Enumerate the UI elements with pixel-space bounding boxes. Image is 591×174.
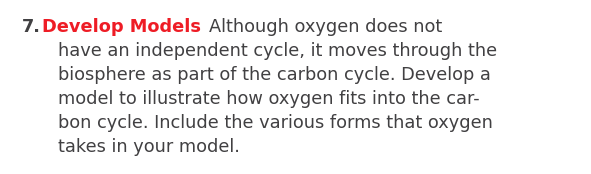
Text: Develop Models: Develop Models [42,18,201,36]
Text: biosphere as part of the carbon cycle. Develop a: biosphere as part of the carbon cycle. D… [58,66,491,84]
Text: model to illustrate how oxygen fits into the car-: model to illustrate how oxygen fits into… [58,90,480,108]
Text: bon cycle. Include the various forms that oxygen: bon cycle. Include the various forms tha… [58,114,493,132]
Text: Although oxygen does not: Although oxygen does not [209,18,442,36]
Text: have an independent cycle, it moves through the: have an independent cycle, it moves thro… [58,42,497,60]
Text: takes in your model.: takes in your model. [58,138,240,156]
Text: 7.: 7. [22,18,41,36]
